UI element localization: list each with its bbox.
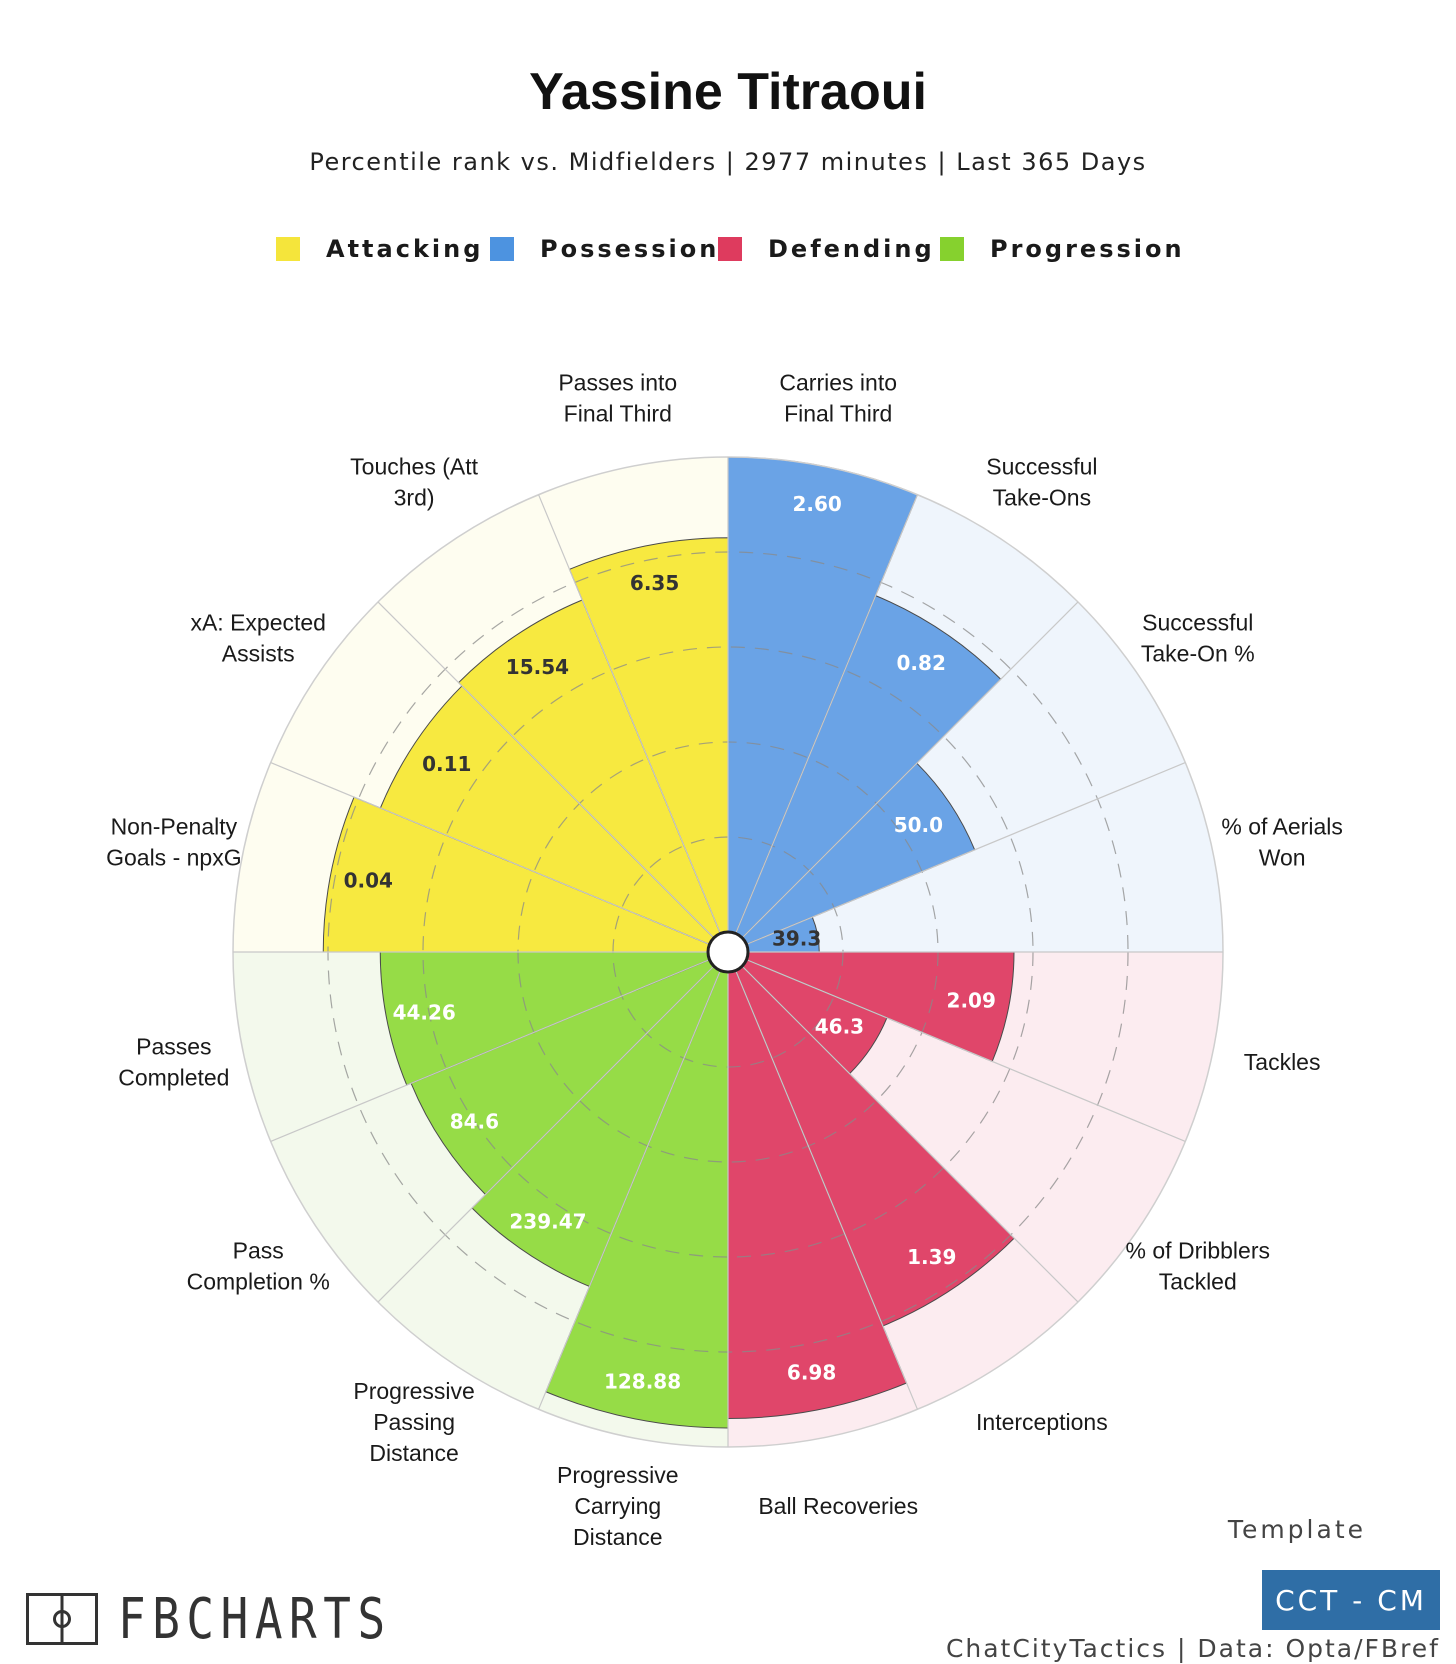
sector-divider xyxy=(377,601,729,953)
bar xyxy=(379,685,729,953)
legend-swatch-attacking xyxy=(276,237,300,261)
data-credit: ChatCityTactics | Data: Opta/FBref xyxy=(945,1634,1440,1663)
category-label: Touches (Att 3rd) xyxy=(350,454,478,511)
value-label: 239.47 xyxy=(509,1209,586,1233)
value-label: 1.39 xyxy=(907,1245,956,1269)
category-label: Progressive Carrying Distance xyxy=(557,1462,678,1550)
category-label: Pass Completion % xyxy=(187,1237,330,1294)
legend-swatch-progression xyxy=(940,237,964,261)
category-label: Passes Completed xyxy=(118,1034,229,1091)
value-label: 44.26 xyxy=(393,1000,456,1024)
sector-divider xyxy=(727,951,1079,1303)
value-label: 39.3 xyxy=(772,926,821,950)
legend-label-attacking: Attacking xyxy=(326,235,484,263)
legend-item-progression: Progression xyxy=(940,232,1185,266)
chart-subtitle: Percentile rank vs. Midfielders | 2977 m… xyxy=(309,148,1147,176)
bar xyxy=(568,537,729,953)
legend-item-attacking: Attacking xyxy=(276,232,483,266)
legend-swatch-defending xyxy=(718,237,742,261)
sector-divider xyxy=(270,951,729,1142)
value-label: 6.98 xyxy=(787,1360,836,1384)
value-label: 0.82 xyxy=(897,651,946,675)
template-badge: CCT - CM xyxy=(1262,1570,1440,1630)
brand: FBCHARTS xyxy=(26,1586,452,1652)
sector-divider xyxy=(727,951,918,1410)
category-label: Successful Take-On % xyxy=(1141,610,1255,667)
legend: Attacking Possession Defending Progressi… xyxy=(0,232,1456,272)
sector-divider xyxy=(538,494,729,953)
legend-swatch-possession xyxy=(490,237,514,261)
category-label: Successful Take-Ons xyxy=(986,454,1097,511)
category-label: % of Dribblers Tackled xyxy=(1126,1237,1270,1294)
sector-divider xyxy=(727,951,1186,1142)
bar xyxy=(322,796,729,953)
bar xyxy=(727,951,908,1420)
category-label: xA: Expected Assists xyxy=(190,610,326,667)
bar xyxy=(410,951,729,1196)
category-label: Tackles xyxy=(1244,1049,1321,1075)
bar xyxy=(457,599,729,953)
value-label: 2.09 xyxy=(947,988,996,1012)
background-wedge xyxy=(728,762,1223,952)
legend-item-defending: Defending xyxy=(718,232,935,266)
bar xyxy=(727,594,1002,953)
value-label: 84.6 xyxy=(450,1109,499,1133)
center-hub xyxy=(706,930,750,974)
sector-divider xyxy=(538,951,729,1410)
category-label: Passes into Final Third xyxy=(558,369,677,426)
legend-label-defending: Defending xyxy=(768,235,935,263)
value-label: 15.54 xyxy=(506,655,569,679)
chart-title: Yassine Titraoui xyxy=(529,63,927,121)
category-label: % of Aerials Won xyxy=(1221,813,1342,870)
bar xyxy=(727,951,1015,1327)
sector-divider xyxy=(727,494,918,953)
value-label: 128.88 xyxy=(604,1370,681,1394)
sector-divider xyxy=(727,601,1079,953)
brand-name: FBCHARTS xyxy=(118,1586,392,1652)
bar xyxy=(545,951,729,1429)
legend-item-possession: Possession xyxy=(490,232,719,266)
sector-divider xyxy=(727,762,1186,953)
value-label: 0.11 xyxy=(422,752,471,776)
legend-label-progression: Progression xyxy=(990,235,1185,263)
value-label: 46.3 xyxy=(815,1014,864,1038)
category-label: Carries into Final Third xyxy=(779,369,897,426)
sector-divider xyxy=(270,762,729,953)
sector-divider xyxy=(377,951,729,1303)
category-label: Interceptions xyxy=(976,1409,1108,1435)
value-label: 50.0 xyxy=(894,813,943,837)
legend-label-possession: Possession xyxy=(540,235,720,263)
value-label: 2.60 xyxy=(792,492,841,516)
category-label: Non-Penalty Goals - npxG xyxy=(106,813,242,870)
category-label: Progressive Passing Distance xyxy=(353,1378,474,1466)
bar xyxy=(379,951,729,1086)
value-label: 0.04 xyxy=(344,868,393,892)
template-caption: Template xyxy=(1227,1515,1366,1544)
pitch-logo-icon xyxy=(26,1593,98,1645)
category-label: Ball Recoveries xyxy=(758,1493,918,1519)
value-label: 6.35 xyxy=(630,571,679,595)
